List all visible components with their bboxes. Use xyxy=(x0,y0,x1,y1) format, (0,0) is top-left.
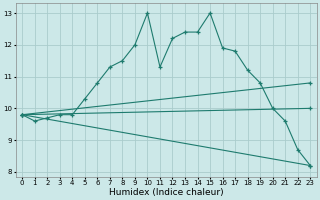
X-axis label: Humidex (Indice chaleur): Humidex (Indice chaleur) xyxy=(109,188,224,197)
